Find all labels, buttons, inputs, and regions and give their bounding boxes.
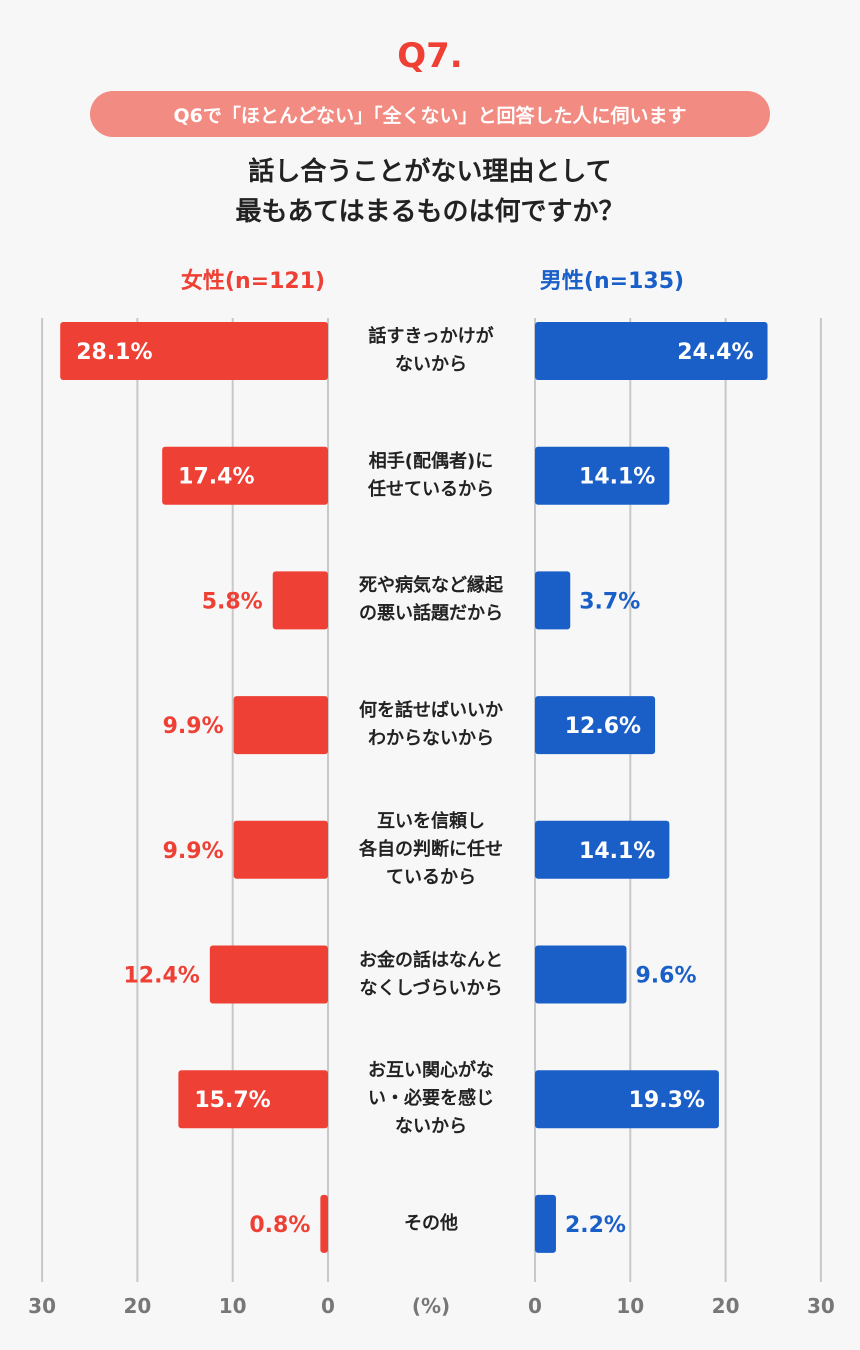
- category-label-line: 死や病気など縁起: [359, 575, 503, 597]
- category-label-line: ないから: [395, 354, 467, 375]
- category-label-4: 互いを信頼し 各自の判断に任せ ているから: [336, 805, 526, 895]
- data-label-female-5: 12.4%: [123, 964, 199, 989]
- category-label-text: お互い関心がな い・必要を感じ ないから: [341, 1057, 521, 1141]
- category-label-line: 各自の判断に任せ: [359, 838, 503, 860]
- bar-female-3: [233, 696, 328, 755]
- tick-label-right-30: 30: [807, 1294, 835, 1318]
- condition-banner: Q6で「ほとんどない」「全くない」と回答した人に伺います: [90, 91, 770, 137]
- data-label-female-2: 5.8%: [202, 589, 263, 614]
- bar-female-5: [209, 945, 328, 1004]
- category-label-line: 話すきっかけが: [368, 326, 494, 347]
- bar-male-0: [535, 322, 768, 380]
- tick-label-right-20: 20: [712, 1294, 740, 1318]
- category-label-text: 相手(配偶者)に 任せているから: [341, 448, 521, 504]
- category-label-text: 話すきっかけが ないから: [341, 323, 521, 379]
- tick-label-right-0: 0: [528, 1294, 542, 1318]
- category-label-line: なくしづらいから: [359, 977, 503, 999]
- axis-unit-label: (%): [412, 1294, 450, 1318]
- category-label-line: 相手(配偶者)に: [368, 450, 494, 472]
- category-label-line: の悪い話題だから: [359, 603, 503, 625]
- bar-male-6: [535, 1070, 719, 1129]
- data-label-male-6: 19.3%: [629, 1088, 705, 1113]
- data-label-female-4: 9.9%: [163, 839, 224, 864]
- data-label-female-3: 9.9%: [163, 714, 224, 739]
- category-label-line: い・必要を感じ: [368, 1088, 494, 1110]
- category-label-2: 死や病気など縁起 の悪い話題だから: [336, 555, 526, 645]
- legend-female: 女性(n=121): [180, 269, 326, 294]
- category-label-6: お互い関心がな い・必要を感じ ないから: [336, 1054, 526, 1144]
- tick-label-left-30: 30: [28, 1294, 56, 1318]
- data-label-male-5: 9.6%: [635, 964, 696, 989]
- tick-label-left-0: 0: [321, 1294, 335, 1318]
- category-label-text: 互いを信頼し 各自の判断に任せ ているから: [341, 808, 521, 892]
- data-label-female-0: 28.1%: [76, 340, 152, 365]
- question-title: 話し合うことがない理由として 最もあてはまるものは何ですか？: [0, 152, 860, 232]
- data-label-female-6: 15.7%: [194, 1088, 270, 1113]
- data-label-male-1: 14.1%: [579, 465, 655, 490]
- data-label-female-7: 0.8%: [249, 1213, 310, 1238]
- category-label-line: わからないから: [368, 728, 494, 750]
- category-label-text: 死や病気など縁起 の悪い話題だから: [341, 572, 521, 628]
- legend-male: 男性(n=135): [539, 269, 685, 294]
- category-label-0: 話すきっかけが ないから: [336, 306, 526, 396]
- category-label-line: ないから: [395, 1116, 467, 1138]
- category-label-1: 相手(配偶者)に 任せているから: [336, 431, 526, 521]
- bar-female-1: [162, 446, 328, 505]
- bar-female-4: [233, 820, 328, 879]
- category-label-text: その他: [341, 1210, 521, 1238]
- bar-female-6: [178, 1070, 328, 1129]
- bar-male-4: [535, 820, 670, 879]
- category-label-3: 何を話せばいいか わからないから: [336, 680, 526, 770]
- data-label-male-2: 3.7%: [579, 589, 640, 614]
- bar-female-7: [320, 1194, 328, 1253]
- category-label-text: お金の話はなんと なくしづらいから: [341, 947, 521, 1003]
- tick-label-right-10: 10: [616, 1294, 644, 1318]
- category-label-line: 何を話せばいいか: [359, 700, 503, 722]
- category-label-line: その他: [404, 1212, 458, 1234]
- category-label-line: お互い関心がな: [368, 1060, 494, 1082]
- bar-male-1: [535, 446, 670, 505]
- question-line-2: 最もあてはまるものは何ですか？: [235, 197, 625, 227]
- bar-female-2: [272, 571, 328, 630]
- data-label-male-4: 14.1%: [579, 839, 655, 864]
- bar-male-2: [535, 571, 571, 630]
- category-label-line: お金の話はなんと: [359, 949, 503, 971]
- category-label-7: その他: [336, 1179, 526, 1269]
- tick-label-left-10: 10: [219, 1294, 247, 1318]
- bar-male-3: [535, 696, 656, 755]
- question-number: Q7.: [397, 36, 463, 76]
- bar-male-5: [535, 945, 627, 1004]
- category-label-5: お金の話はなんと なくしづらいから: [336, 930, 526, 1020]
- category-label-text: 何を話せばいいか わからないから: [341, 697, 521, 753]
- data-label-male-0: 24.4%: [677, 340, 753, 365]
- category-label-line: 互いを信頼し: [377, 810, 485, 832]
- tick-label-left-20: 20: [123, 1294, 151, 1318]
- bar-male-7: [535, 1194, 556, 1253]
- bar-female-0: [60, 322, 328, 380]
- data-label-male-7: 2.2%: [565, 1213, 626, 1238]
- category-label-line: 任せているから: [368, 478, 494, 500]
- data-label-female-1: 17.4%: [178, 465, 254, 490]
- category-label-line: ているから: [386, 866, 476, 888]
- question-line-1: 話し合うことがない理由として: [248, 157, 612, 187]
- data-label-male-3: 12.6%: [565, 714, 641, 739]
